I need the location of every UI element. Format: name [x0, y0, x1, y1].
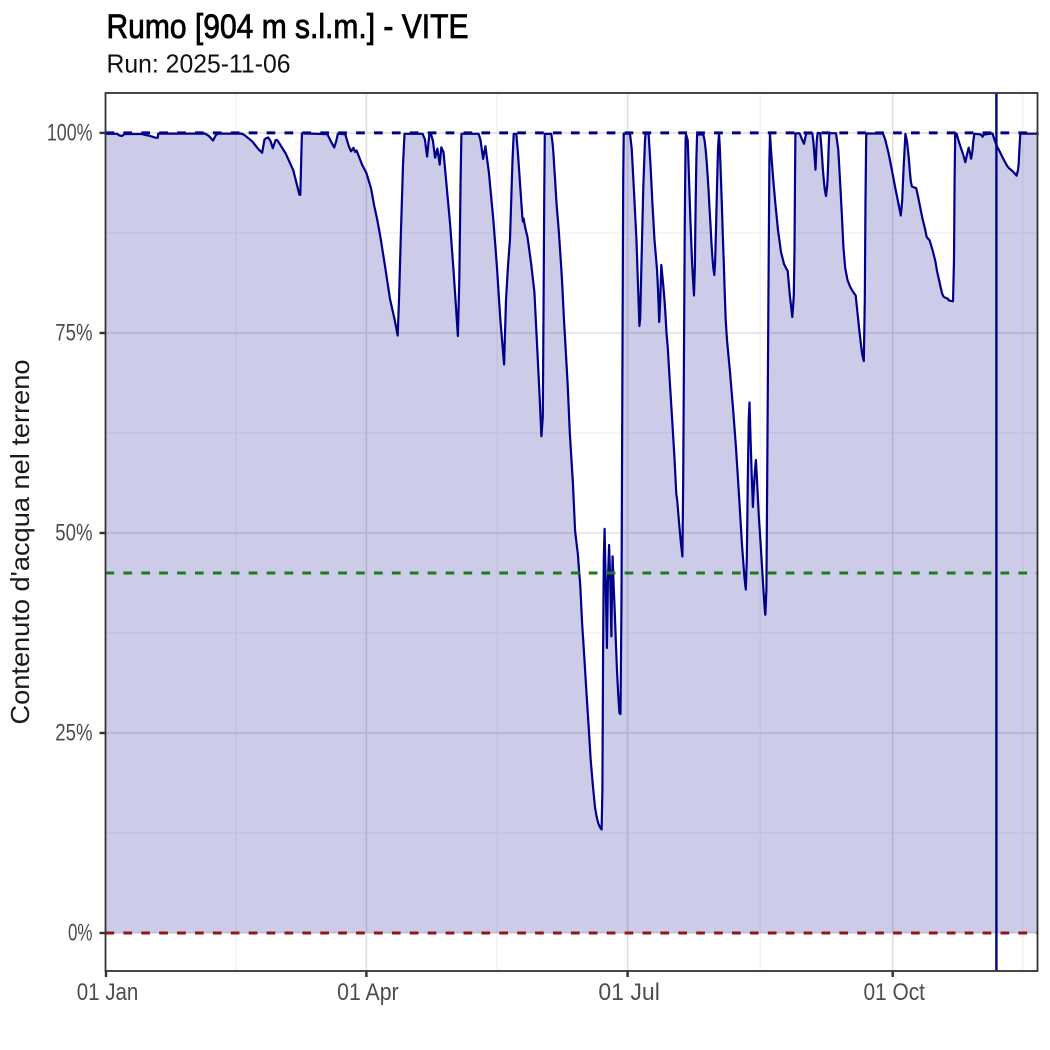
- svg-text:100%: 100%: [47, 119, 93, 146]
- svg-text:75%: 75%: [55, 320, 92, 347]
- svg-text:01 Oct: 01 Oct: [863, 979, 925, 1006]
- svg-text:0%: 0%: [68, 920, 93, 947]
- svg-text:25%: 25%: [55, 720, 92, 747]
- svg-text:50%: 50%: [55, 520, 92, 547]
- svg-text:Contenuto d'acqua nel terreno: Contenuto d'acqua nel terreno: [5, 360, 35, 725]
- svg-text:01 Apr: 01 Apr: [337, 979, 399, 1006]
- svg-text:Run: 2025-11-06: Run: 2025-11-06: [107, 49, 291, 79]
- svg-text:01 Jul: 01 Jul: [598, 979, 660, 1006]
- svg-text:01 Jan: 01 Jan: [77, 979, 139, 1006]
- svg-text:Rumo [904 m s.l.m.] - VITE: Rumo [904 m s.l.m.] - VITE: [107, 8, 469, 46]
